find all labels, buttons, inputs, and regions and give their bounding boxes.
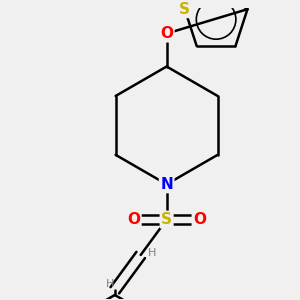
Text: O: O (127, 212, 140, 227)
Text: H: H (148, 248, 157, 258)
Text: H: H (106, 279, 114, 290)
Text: N: N (160, 177, 173, 192)
Text: O: O (193, 212, 206, 227)
Text: O: O (160, 26, 173, 41)
Text: S: S (179, 2, 190, 17)
Text: S: S (161, 212, 172, 227)
